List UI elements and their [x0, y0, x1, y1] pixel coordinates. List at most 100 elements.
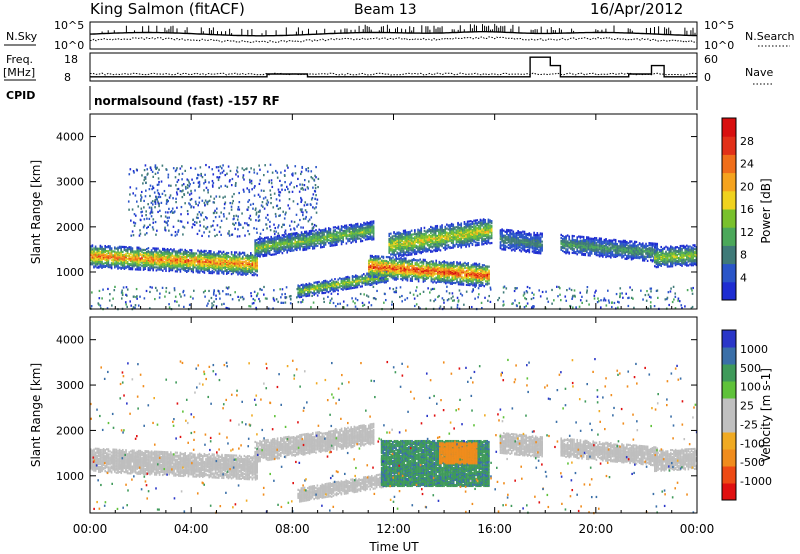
power-cell: [173, 248, 175, 251]
power-cell: [422, 258, 425, 261]
power-cell: [334, 241, 336, 244]
power-cell: [110, 266, 113, 269]
power-cell: [377, 267, 380, 270]
power-cell: [462, 262, 465, 265]
power-cell: [416, 267, 418, 270]
power-cell: [106, 264, 108, 268]
power-cell: [211, 270, 214, 273]
power-cell: [329, 227, 332, 231]
power-cell: [425, 247, 427, 250]
power-cell: [359, 240, 362, 243]
power-cell: [192, 265, 194, 268]
power-cell: [351, 233, 354, 236]
power-cell: [165, 260, 167, 264]
power-cell: [339, 237, 341, 240]
power-cell: [118, 251, 121, 254]
power-cell: [93, 265, 95, 268]
power-cell: [439, 228, 442, 231]
power-cell: [160, 250, 162, 253]
power-cell: [326, 230, 328, 233]
power-cell: [366, 232, 368, 235]
power-cell: [93, 247, 95, 250]
power-cell: [408, 259, 410, 262]
power-cell: [369, 275, 372, 278]
power-cell: [289, 248, 292, 252]
power-cell: [311, 237, 314, 240]
power-cell: [434, 243, 437, 246]
power-cell: [134, 264, 137, 267]
power-cell: [392, 262, 394, 265]
power-cell: [396, 239, 399, 242]
power-cell: [112, 254, 114, 257]
power-cell: [162, 256, 164, 259]
power-cell: [221, 255, 223, 258]
power-cell: [384, 259, 386, 263]
power-cell: [146, 252, 148, 256]
power-cell: [444, 225, 447, 228]
power-cell: [397, 277, 399, 280]
power-cell: [313, 235, 316, 238]
power-cell: [421, 260, 423, 263]
power-cell: [93, 262, 95, 265]
power-cell: [406, 270, 409, 273]
power-cell: [458, 223, 461, 226]
power-cell: [144, 263, 146, 267]
power-cell: [114, 246, 116, 249]
power-cell: [338, 277, 341, 280]
power-cell: [440, 265, 442, 269]
power-cell: [245, 272, 247, 275]
power-cell: [395, 262, 398, 265]
power-cell: [467, 262, 470, 265]
power-cell: [222, 255, 225, 258]
power-cell: [437, 265, 439, 268]
power-cell: [226, 259, 228, 263]
power-cell: [367, 237, 370, 241]
power-cell: [372, 225, 375, 228]
power-cell: [316, 244, 319, 247]
power-cell: [300, 245, 303, 248]
power-cell: [460, 222, 463, 225]
power-cell: [197, 265, 199, 268]
power-cell: [449, 278, 452, 281]
power-cell: [91, 260, 94, 263]
power-cell: [448, 262, 450, 265]
power-cell: [340, 287, 343, 291]
power-cell: [350, 223, 352, 226]
power-cell: [230, 259, 233, 262]
power-cell: [402, 240, 405, 243]
power-cell: [291, 236, 293, 239]
power-cell: [141, 264, 143, 267]
power-cell: [166, 248, 169, 251]
power-cell: [230, 253, 233, 256]
power-cell: [464, 279, 466, 282]
power-cell: [208, 269, 210, 273]
power-cell: [431, 229, 434, 232]
power-cell: [158, 262, 161, 265]
power-cell: [454, 233, 456, 236]
power-cell: [152, 247, 154, 250]
power-cell: [276, 245, 279, 249]
power-cell: [351, 277, 354, 281]
power-cell: [470, 268, 473, 271]
power-cell: [287, 249, 290, 252]
power-cell: [470, 264, 473, 267]
power-cell: [300, 231, 303, 234]
power-cell: [423, 245, 426, 248]
power-cell: [377, 271, 379, 274]
power-cell: [407, 231, 410, 234]
power-cell: [314, 287, 317, 290]
power-cell: [136, 254, 138, 257]
power-cell: [245, 261, 247, 264]
power-cell: [371, 220, 373, 223]
power-cell: [444, 240, 447, 243]
power-cell: [149, 254, 151, 257]
power-cell: [474, 238, 477, 241]
power-cell: [303, 230, 306, 233]
power-cell: [197, 249, 199, 252]
power-cell: [273, 247, 276, 250]
power-cell: [447, 246, 450, 249]
power-cell: [466, 220, 469, 223]
power-cell: [221, 266, 223, 269]
power-cell: [202, 253, 204, 256]
power-cell: [168, 260, 170, 263]
